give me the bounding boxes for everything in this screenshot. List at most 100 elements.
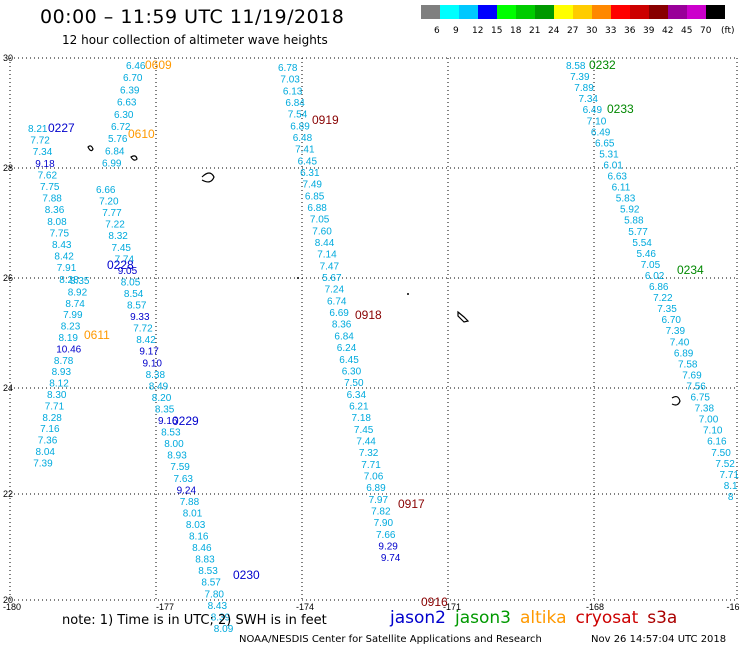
wave-height-value: 6.11 xyxy=(612,183,631,194)
lon-tick-label: -171 xyxy=(443,602,461,612)
wave-height-value: 7.44 xyxy=(356,436,376,447)
legend-tick-label: 6 xyxy=(434,26,440,36)
wave-height-value: 8.92 xyxy=(68,287,88,298)
legend-tick-label: 39 xyxy=(643,26,655,36)
wave-height-value: 8.74 xyxy=(65,299,85,310)
legend-swatch xyxy=(592,5,611,19)
wave-height-value: 8.21 xyxy=(28,124,48,135)
island-outline xyxy=(407,293,409,295)
island-outline xyxy=(297,277,299,279)
wave-height-value: 7.71 xyxy=(720,470,740,481)
wave-height-value: 7.58 xyxy=(678,359,698,370)
wave-height-value: 8.38 xyxy=(146,370,166,381)
wave-height-value: 7.97 xyxy=(369,495,389,506)
wave-height-value: 5.83 xyxy=(616,194,636,205)
wave-height-value: 8.35 xyxy=(70,276,90,287)
wave-height-value: 8.93 xyxy=(167,451,187,462)
wave-height-value: 6.75 xyxy=(691,393,711,404)
wave-height-value: 7.56 xyxy=(686,382,706,393)
lat-tick-label: 26 xyxy=(3,273,13,283)
track-altika-0609: 6.466.706.39 6.636.306.725.766.84 6.99 xyxy=(102,61,146,170)
wave-height-value: 5.54 xyxy=(632,238,652,249)
island-outline xyxy=(201,172,215,183)
wave-height-value: 9.33 xyxy=(130,312,150,323)
wave-height-value: 6.70 xyxy=(123,73,143,84)
wave-height-value: 7.60 xyxy=(312,226,332,237)
wave-height-value: 5.92 xyxy=(620,205,640,216)
lat-tick-label: 30 xyxy=(3,53,13,63)
wave-height-value: 8.39 xyxy=(211,612,231,623)
wave-height-value: 7.45 xyxy=(112,243,132,254)
wave-height-value: 6.84 xyxy=(285,98,305,109)
legend-swatch xyxy=(421,5,440,19)
wave-height-value: 9.18 xyxy=(35,159,55,170)
wave-height-value: 6.88 xyxy=(307,203,327,214)
wave-height-value: 8.44 xyxy=(315,238,335,249)
wave-height-value: 8.23 xyxy=(61,322,81,333)
wave-height-value: 7.99 xyxy=(63,310,83,321)
satellite-name-jason3: jason3 xyxy=(455,608,511,628)
wave-height-value: 8.09 xyxy=(214,624,234,635)
legend-swatch xyxy=(459,5,478,19)
track-altika-0611: 8.358.928.747.998.238.1910.468.788.938.1… xyxy=(33,276,90,469)
map-frame: -180 -177 -174 -171 -168 -16 30 28 26 24 22 20 xyxy=(3,53,740,612)
wave-height-value: 8.04 xyxy=(36,447,56,458)
wave-height-value: 8.57 xyxy=(127,301,147,312)
wave-height-value: 7.50 xyxy=(344,378,364,389)
wave-height-value: 8.42 xyxy=(54,252,74,263)
wave-height-value: 7.40 xyxy=(670,337,690,348)
wave-height-value: 6.45 xyxy=(339,355,359,366)
pass-label: 0228 xyxy=(107,258,134,272)
wave-height-value: 8.20 xyxy=(152,393,172,404)
wave-height-value: 8.28 xyxy=(59,275,79,286)
legend-swatch xyxy=(573,5,592,19)
island-outlines xyxy=(87,145,681,406)
wave-height-value: 6.45 xyxy=(298,156,318,167)
wave-height-value: 6.69 xyxy=(329,308,349,319)
wave-height-value: 6.70 xyxy=(662,315,682,326)
legend-tick-label: 42 xyxy=(662,26,674,36)
wave-height-value: 7.10 xyxy=(703,426,723,437)
wave-height-value: 7.66 xyxy=(376,530,396,541)
pass-label: 0919 xyxy=(312,113,339,127)
wave-height-value: 7.74 xyxy=(115,254,135,265)
satellite-name-s3a: s3a xyxy=(647,608,678,628)
wave-height-value: 7.38 xyxy=(695,404,715,415)
island-outline xyxy=(130,155,138,161)
wave-height-value: 7.62 xyxy=(38,170,58,181)
legend-swatch xyxy=(535,5,554,19)
wave-height-value: 7.03 xyxy=(280,75,300,86)
wave-height-value: 7.22 xyxy=(653,293,673,304)
wave-height-value: 8.53 xyxy=(198,566,218,577)
wave-height-value: 6.74 xyxy=(327,296,347,307)
wave-height-value: 7.34 xyxy=(33,147,53,158)
pass-label: 0227 xyxy=(48,121,75,135)
wave-height-value: 6.89 xyxy=(674,348,694,359)
legend-swatch xyxy=(611,5,630,19)
lat-tick-label: 24 xyxy=(3,383,13,393)
pass-label: 0234 xyxy=(677,263,704,277)
wave-height-value: 6.48 xyxy=(293,133,313,144)
satellite-name-altika: altika xyxy=(520,608,567,628)
wave-height-value: 9.17 xyxy=(139,347,159,358)
wave-height-value: 7.14 xyxy=(317,250,337,261)
lat-tick-label: 28 xyxy=(3,163,13,173)
wave-height-value: 7.39 xyxy=(570,72,590,83)
wave-height-value: 7.88 xyxy=(180,497,200,508)
wave-height-value: 8.12 xyxy=(49,379,69,390)
wave-height-value: 6.85 xyxy=(305,191,325,202)
wave-height-value: 9.29 xyxy=(378,542,398,553)
legend-tick-label: 36 xyxy=(624,26,636,36)
wave-height-value: 7.05 xyxy=(310,215,330,226)
wave-height-value: 8.35 xyxy=(155,405,175,416)
legend-tick-label: 9 xyxy=(453,26,459,36)
island-outline xyxy=(87,145,94,152)
wave-height-value: 7.71 xyxy=(361,460,381,471)
wave-height-value: 6.24 xyxy=(337,343,357,354)
wave-height-value: 8.83 xyxy=(195,555,215,566)
wave-height-value: 8.49 xyxy=(149,381,169,392)
pass-label: 0917 xyxy=(398,497,425,511)
wave-height-value: 7.72 xyxy=(30,136,50,147)
wave-height-value: 6.99 xyxy=(102,159,122,170)
wave-height-value: 6.34 xyxy=(347,390,367,401)
